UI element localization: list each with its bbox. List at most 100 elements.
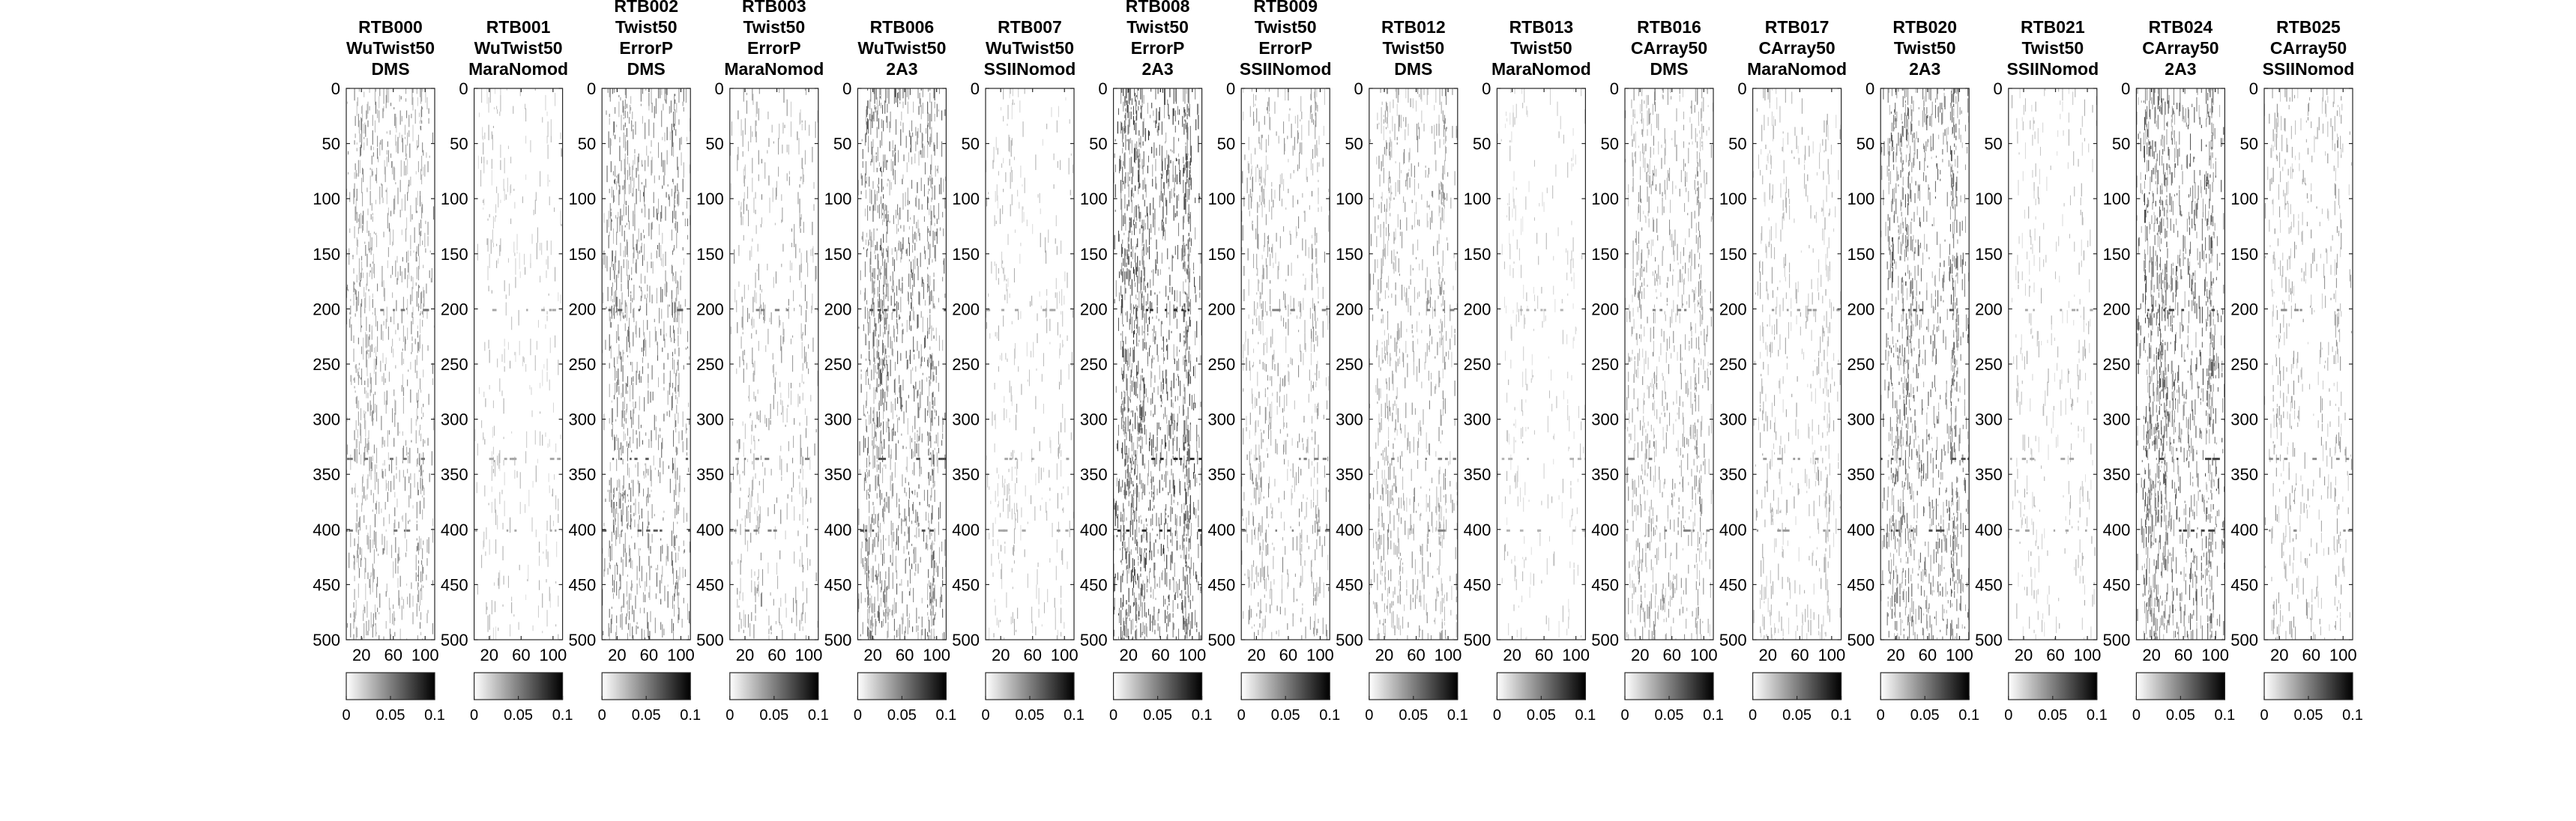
heatmap-cell (1132, 410, 1133, 417)
heatmap-cell (887, 418, 889, 428)
heatmap-cell (420, 433, 422, 442)
heatmap-cell (365, 583, 367, 601)
heatmap-cell (675, 271, 677, 284)
heatmap-cell (893, 325, 894, 338)
heatmap-cell (422, 470, 423, 479)
heatmap-cell (388, 598, 390, 611)
heatmap-cell (369, 232, 371, 249)
heatmap-cell (426, 558, 428, 566)
heatmap-cell (881, 580, 883, 590)
heatmap-cell (875, 575, 876, 578)
heatmap-cell (751, 424, 752, 431)
heatmap-row-mark (767, 529, 772, 532)
heatmap-cell (627, 390, 628, 394)
heatmap-cell (378, 110, 380, 123)
heatmap-cell (872, 205, 874, 222)
heatmap-cell (619, 216, 621, 232)
heatmap-cell (679, 138, 681, 151)
heatmap-cell (417, 575, 418, 578)
heatmap-cell (993, 638, 995, 640)
heatmap-cell (649, 330, 651, 348)
heatmap-cell (882, 388, 884, 405)
heatmap-cell (1123, 127, 1125, 132)
heatmap-cell (612, 423, 613, 440)
heatmap-cell (385, 620, 387, 629)
heatmap-cell (1137, 316, 1138, 333)
heatmap-cell (674, 535, 675, 548)
heatmap-cell (514, 252, 516, 256)
heatmap-cell (930, 545, 932, 550)
heatmap-cell (893, 88, 895, 104)
heatmap-cell (882, 203, 884, 209)
heatmap-cell (996, 332, 998, 339)
heatmap-cell (632, 362, 633, 372)
heatmap-cell (493, 107, 495, 109)
heatmap-cell (1122, 631, 1123, 640)
panel-title-line: WuTwist50 (474, 38, 563, 58)
heatmap-cell (927, 583, 929, 601)
heatmap-cell (923, 337, 925, 349)
heatmap-cell (513, 241, 515, 253)
heatmap-cell (746, 540, 749, 552)
heatmap-cell (1114, 184, 1116, 198)
heatmap-cell (427, 161, 429, 172)
heatmap-cell (489, 253, 490, 268)
heatmap-cell (411, 343, 413, 352)
heatmap-cell (908, 201, 910, 205)
heatmap-cell (634, 213, 636, 231)
heatmap-cell (369, 106, 370, 111)
heatmap-cell (358, 583, 359, 599)
heatmap-cell (875, 554, 876, 562)
heatmap-cell (414, 360, 416, 373)
heatmap-cell (616, 507, 618, 515)
heatmap-cell (781, 194, 782, 202)
heatmap-cell (1137, 255, 1138, 272)
heatmap-cell (807, 446, 809, 458)
heatmap-cell (1036, 584, 1037, 599)
heatmap-cell (878, 563, 879, 578)
heatmap-cell (730, 326, 732, 335)
y-tick-label: 200 (568, 300, 596, 318)
heatmap-cell (422, 509, 423, 520)
heatmap-cell (630, 302, 632, 314)
heatmap-cell (1055, 608, 1056, 617)
heatmap-cell (624, 183, 626, 195)
heatmap-cell (1016, 477, 1018, 483)
heatmap-cell (658, 434, 660, 450)
heatmap-cell (931, 174, 932, 189)
heatmap-cell (916, 222, 917, 228)
heatmap-cell (527, 579, 528, 581)
heatmap-cell (883, 367, 884, 371)
heatmap-cell (395, 537, 396, 553)
heatmap-cell (624, 88, 626, 95)
heatmap-cell (358, 367, 360, 370)
heatmap-cell (900, 257, 902, 263)
heatmap-cell (1003, 315, 1004, 327)
heatmap-cell (905, 466, 907, 470)
heatmap-cell (537, 320, 539, 328)
heatmap-cell (663, 372, 665, 384)
heatmap-cell (750, 412, 752, 416)
heatmap-cell (546, 358, 548, 371)
heatmap-cell (878, 260, 879, 275)
heatmap-cell (942, 416, 944, 433)
heatmap-cell (1031, 449, 1033, 462)
heatmap-cell (358, 441, 360, 452)
heatmap-cell (630, 176, 632, 193)
heatmap-cell (372, 509, 373, 512)
heatmap-cell (998, 325, 999, 342)
heatmap-cell (382, 197, 384, 204)
heatmap-cell (370, 213, 372, 220)
heatmap-cell (406, 217, 408, 230)
heatmap-cell (1132, 602, 1134, 607)
heatmap-cell (402, 447, 403, 461)
heatmap-cell (525, 594, 527, 601)
heatmap-cell (355, 313, 356, 317)
heatmap-cell (881, 178, 883, 193)
heatmap-cell (995, 491, 996, 502)
heatmap-cell (603, 569, 605, 578)
heatmap-cell (1129, 270, 1130, 282)
heatmap-cell (677, 521, 678, 524)
heatmap-cell (622, 491, 624, 501)
heatmap-cell (1137, 238, 1138, 247)
